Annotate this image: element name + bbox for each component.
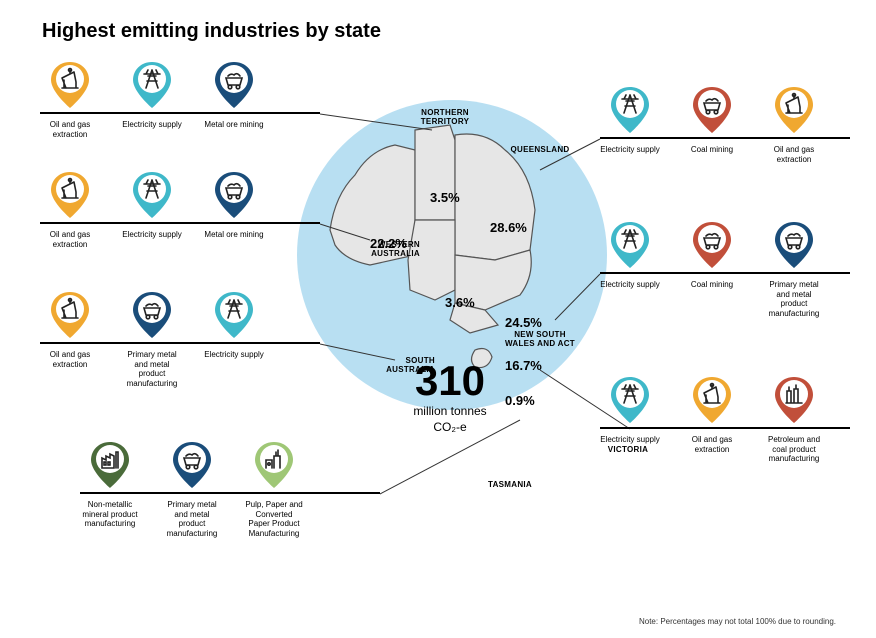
group-rule (40, 222, 320, 224)
pin-label: Primary metal and metal product manufact… (122, 350, 182, 388)
state-pct: 3.5% (430, 190, 460, 205)
state-pct: 22.2% (370, 236, 407, 251)
pin-label: Electricity supply (600, 280, 660, 290)
pin-label: Oil and gas extraction (40, 120, 100, 139)
group-nt: Oil and gas extraction Electricity supply… (40, 60, 320, 141)
pin-label: Oil and gas extraction (40, 350, 100, 369)
pin-electricity (600, 375, 660, 425)
pin-label: Petroleum and coal product manufacturing (764, 435, 824, 464)
pin-label: Non-metallic mineral product manufacturi… (80, 500, 140, 529)
pin-oil_gas (40, 60, 100, 110)
oil_gas-icon (772, 85, 816, 135)
footnote: Note: Percentages may not total 100% due… (639, 617, 836, 626)
primary_metal-icon (772, 220, 816, 270)
pin-label: Metal ore mining (204, 120, 263, 130)
pin-label: Metal ore mining (204, 230, 263, 240)
state-label: QUEENSLAND (500, 145, 580, 154)
pin-pulp_paper (244, 440, 304, 490)
state-pct: 16.7% (505, 358, 542, 373)
metal_ore-icon (212, 60, 256, 110)
group-rule (600, 272, 850, 274)
group-rule (600, 137, 850, 139)
state-label: NEW SOUTH WALES AND ACT (500, 330, 580, 348)
pin-non_metallic (80, 440, 140, 490)
pin-label: Electricity supply (204, 350, 264, 360)
pin-label: Oil and gas extraction (764, 145, 824, 164)
page-title: Highest emitting industries by state (42, 20, 381, 43)
pin-label: Primary metal and metal product manufact… (162, 500, 222, 538)
group-qld: Electricity supply Coal mining Oil and gas… (600, 85, 850, 166)
state-label: NORTHERN TERRITORY (405, 108, 485, 126)
electricity-icon (608, 220, 652, 270)
pulp_paper-icon (252, 440, 296, 490)
pin-oil_gas (682, 375, 742, 425)
pin-metal_ore (204, 60, 264, 110)
coal-icon (690, 220, 734, 270)
state-pct: 3.6% (445, 295, 475, 310)
pin-coal (682, 220, 742, 270)
oil_gas-icon (48, 170, 92, 220)
state-pct: 0.9% (505, 393, 535, 408)
pin-primary_metal (122, 290, 182, 340)
primary_metal-icon (170, 440, 214, 490)
pin-oil_gas (40, 170, 100, 220)
state-label: SOUTH AUSTRALIA (355, 356, 435, 374)
pin-electricity (600, 220, 660, 270)
state-pct: 24.5% (505, 315, 542, 330)
pin-label: Electricity supply (600, 145, 660, 155)
group-wa: Oil and gas extraction Electricity supply… (40, 170, 320, 251)
group-tas: Non-metallic mineral product manufacturi… (80, 440, 380, 540)
pin-metal_ore (204, 170, 264, 220)
pin-label: Electricity supply (600, 435, 660, 445)
pin-label: Primary metal and metal product manufact… (764, 280, 824, 318)
pin-primary_metal (764, 220, 824, 270)
pin-label: Electricity supply (122, 230, 182, 240)
group-nsw: Electricity supply Coal mining Primary met… (600, 220, 850, 320)
group-rule (40, 112, 320, 114)
pin-label: Oil and gas extraction (682, 435, 742, 454)
coal-icon (690, 85, 734, 135)
pin-label: Coal mining (691, 145, 733, 155)
pin-electricity (122, 60, 182, 110)
petroleum-icon (772, 375, 816, 425)
non_metallic-icon (88, 440, 132, 490)
pin-label: Electricity supply (122, 120, 182, 130)
pin-petroleum (764, 375, 824, 425)
pin-label: Coal mining (691, 280, 733, 290)
state-label: TASMANIA (470, 480, 550, 489)
electricity-icon (212, 290, 256, 340)
pin-electricity (204, 290, 264, 340)
group-rule (600, 427, 850, 429)
oil_gas-icon (48, 290, 92, 340)
electricity-icon (608, 375, 652, 425)
pin-label: Pulp, Paper and Converted Paper Product … (244, 500, 304, 538)
pin-electricity (600, 85, 660, 135)
electricity-icon (608, 85, 652, 135)
oil_gas-icon (48, 60, 92, 110)
pin-electricity (122, 170, 182, 220)
electricity-icon (130, 170, 174, 220)
group-sa: Oil and gas extraction Primary metal and … (40, 290, 320, 390)
primary_metal-icon (130, 290, 174, 340)
electricity-icon (130, 60, 174, 110)
pin-label: Oil and gas extraction (40, 230, 100, 249)
total-unit2: CO₂-e (360, 420, 540, 434)
oil_gas-icon (690, 375, 734, 425)
pin-coal (682, 85, 742, 135)
group-rule (40, 342, 320, 344)
group-rule (80, 492, 380, 494)
group-vic: Electricity supply Oil and gas extraction… (600, 375, 850, 466)
pin-primary_metal (162, 440, 222, 490)
pin-oil_gas (40, 290, 100, 340)
pin-oil_gas (764, 85, 824, 135)
metal_ore-icon (212, 170, 256, 220)
state-pct: 28.6% (490, 220, 527, 235)
